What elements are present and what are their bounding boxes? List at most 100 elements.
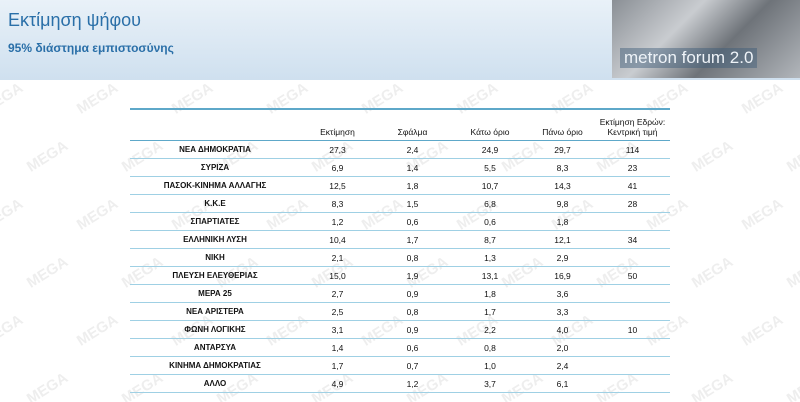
table-row: ΑΛΛΟ 4,9 1,2 3,7 6,1 [130,374,670,393]
cell: 2,4 [530,356,595,375]
empty-cell [595,302,670,321]
party-name: ΣΥΡΙΖΑ [130,158,300,177]
watermark: MEGA [0,80,27,118]
cell: 27,3 [300,140,375,159]
watermark: MEGA [23,137,72,176]
watermark: MEGA [783,369,800,402]
banner: Εκτίμηση ψήφου 95% διάστημα εμπιστοσύνης… [0,0,800,80]
cell: 3,7 [450,374,530,393]
empty-cell [595,338,670,357]
cell: 0,8 [375,302,450,321]
cell: 12,5 [300,176,375,195]
cell: 0,8 [450,338,530,357]
party-name: ΠΛΕΥΣΗ ΕΛΕΥΘΕΡΙΑΣ [130,266,300,285]
party-name: ΚΙΝΗΜΑ ΔΗΜΟΚΡΑΤΙΑΣ [130,356,300,375]
cell: 0,8 [375,248,450,267]
cell: 2,1 [300,248,375,267]
cell: 12,1 [530,230,595,249]
column-header: Κάτω όριο [450,108,530,141]
logo: metron forum 2.0 [612,0,800,78]
cell: 1,3 [450,248,530,267]
watermark: MEGA [73,311,122,350]
table-row: ΝΙΚΗ 2,1 0,8 1,3 2,9 [130,248,670,267]
cell: 24,9 [450,140,530,159]
watermark: MEGA [0,195,27,234]
cell: 0,6 [375,338,450,357]
cell: 114 [595,140,670,159]
watermark: MEGA [73,80,122,118]
empty-cell [595,356,670,375]
cell: 14,3 [530,176,595,195]
empty-cell [595,248,670,267]
watermark: MEGA [783,253,800,292]
party-name: ΠΑΣΟΚ-ΚΙΝΗΜΑ ΑΛΛΑΓΗΣ [130,176,300,195]
table-row: ΝΕΑ ΔΗΜΟΚΡΑΤΙΑ 27,3 2,4 24,9 29,7 114 [130,140,670,159]
party-name: ΝΕΑ ΑΡΙΣΤΕΡΑ [130,302,300,321]
party-name: ΜΕΡΑ 25 [130,284,300,303]
cell: 34 [595,230,670,249]
table-row: ΣΥΡΙΖΑ 6,9 1,4 5,5 8,3 23 [130,158,670,177]
cell: 8,3 [300,194,375,213]
cell: 9,8 [530,194,595,213]
cell: 0,6 [375,212,450,231]
header-cell [130,108,300,141]
cell: 1,5 [375,194,450,213]
table-row: ΚΙΝΗΜΑ ΔΗΜΟΚΡΑΤΙΑΣ 1,7 0,7 1,0 2,4 [130,356,670,375]
cell: 50 [595,266,670,285]
watermark: MEGA [23,369,72,402]
empty-cell [595,374,670,393]
cell: 5,5 [450,158,530,177]
cell: 2,0 [530,338,595,357]
cell: 2,5 [300,302,375,321]
watermark: MEGA [688,253,737,292]
cell: 23 [595,158,670,177]
watermark: MEGA [23,253,72,292]
cell: 2,9 [530,248,595,267]
cell: 41 [595,176,670,195]
table-row: Κ.Κ.Ε 8,3 1,5 6,8 9,8 28 [130,194,670,213]
watermark: MEGA [738,80,787,118]
watermark: MEGA [688,137,737,176]
cell: 1,9 [375,266,450,285]
header-row: Εκτίμηση Σφάλμα Κάτω όριο Πάνω όριο Εκτίμηση… [130,108,670,141]
table-row: ΦΩΝΗ ΛΟΓΙΚΗΣ 3,1 0,9 2,2 4,0 10 [130,320,670,339]
cell: 1,8 [450,284,530,303]
cell: 1,7 [450,302,530,321]
party-name: ΝΙΚΗ [130,248,300,267]
table-row: ΜΕΡΑ 25 2,7 0,9 1,8 3,6 [130,284,670,303]
column-header: Εκτίμηση Εδρών: Κεντρική τιμή [595,108,670,141]
cell: 1,0 [450,356,530,375]
cell: 0,6 [450,212,530,231]
cell: 1,7 [300,356,375,375]
cell: 1,7 [375,230,450,249]
table-row: ΠΛΕΥΣΗ ΕΛΕΥΘΕΡΙΑΣ 15,0 1,9 13,1 16,9 50 [130,266,670,285]
logo-text: metron forum 2.0 [620,48,758,68]
cell: 0,9 [375,284,450,303]
party-name: ΑΝΤΑΡΣΥΑ [130,338,300,357]
cell: 0,7 [375,356,450,375]
party-name: ΦΩΝΗ ΛΟΓΙΚΗΣ [130,320,300,339]
cell: 2,4 [375,140,450,159]
column-header: Εκτίμηση [300,108,375,141]
table-row: ΠΑΣΟΚ-ΚΙΝΗΜΑ ΑΛΛΑΓΗΣ 12,5 1,8 10,7 14,3 41 [130,176,670,195]
cell: 16,9 [530,266,595,285]
cell: 1,2 [300,212,375,231]
cell: 3,1 [300,320,375,339]
cell: 29,7 [530,140,595,159]
table-row: ΝΕΑ ΑΡΙΣΤΕΡΑ 2,5 0,8 1,7 3,3 [130,302,670,321]
cell: 1,4 [300,338,375,357]
table-row: ΕΛΛΗΝΙΚΗ ΛΥΣΗ 10,4 1,7 8,7 12,1 34 [130,230,670,249]
watermark: MEGA [738,311,787,350]
cell: 10 [595,320,670,339]
cell: 3,6 [530,284,595,303]
watermark: MEGA [738,195,787,234]
cell: 1,8 [375,176,450,195]
cell: 2,2 [450,320,530,339]
empty-cell [595,212,670,231]
title: Εκτίμηση ψήφου [8,10,141,30]
cell: 28 [595,194,670,213]
cell: 1,8 [530,212,595,231]
cell: 6,1 [530,374,595,393]
party-name: ΕΛΛΗΝΙΚΗ ΛΥΣΗ [130,230,300,249]
